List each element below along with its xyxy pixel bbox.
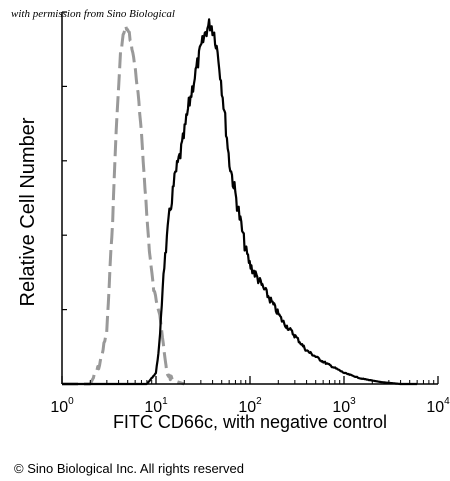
cd66c-stained-histogram bbox=[61, 18, 418, 386]
x-tick-label: 103 bbox=[332, 396, 356, 416]
negative-control-histogram bbox=[61, 24, 185, 386]
x-tick-label: 104 bbox=[426, 396, 450, 416]
axes-layer: 100 101 102 103 104 bbox=[50, 11, 450, 416]
series-layer bbox=[61, 18, 418, 386]
copyright-text: © Sino Biological Inc. All rights reserv… bbox=[14, 461, 244, 476]
watermark-text: with permission from Sino Biological bbox=[11, 8, 175, 20]
x-tick-label: 102 bbox=[238, 396, 262, 416]
x-axis-label: FITC CD66c, with negative control bbox=[112, 412, 388, 432]
x-tick-label: 100 bbox=[50, 396, 74, 416]
x-tick-label: 101 bbox=[144, 396, 168, 416]
